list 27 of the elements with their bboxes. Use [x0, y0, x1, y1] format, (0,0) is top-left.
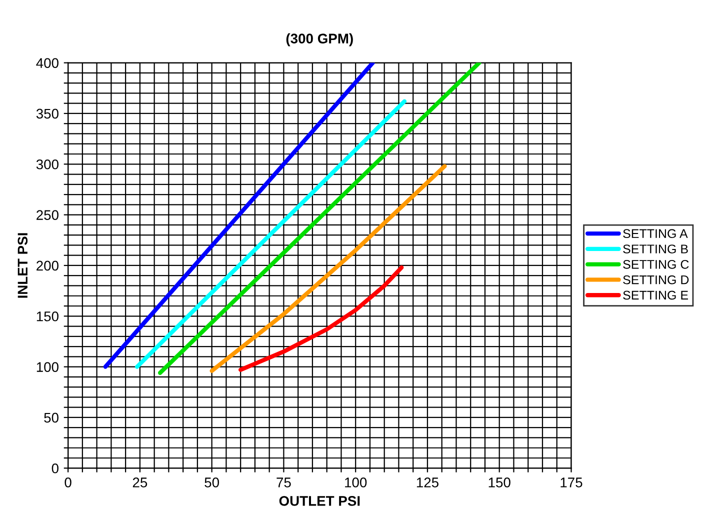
- y-tick-label: 250: [36, 210, 58, 220]
- y-tick-label: 100: [36, 362, 58, 372]
- x-tick-label: 50: [204, 478, 220, 488]
- x-tick-label: 175: [560, 478, 582, 488]
- x-tick-label: 25: [132, 478, 148, 488]
- x-tick-label: 150: [488, 478, 510, 488]
- legend-label: SETTING B: [623, 244, 688, 254]
- y-tick-label: 0: [52, 463, 58, 474]
- line-series: [210, 164, 447, 373]
- y-tick-label: 350: [36, 108, 58, 119]
- y-tick-label: 50: [44, 412, 58, 423]
- line-series: [238, 265, 404, 372]
- x-axis-title: OUTLET PSI: [279, 496, 360, 506]
- legend-label: SETTING A: [623, 229, 688, 238]
- legend-label: SETTING C: [623, 260, 689, 269]
- x-tick-label: 125: [416, 478, 438, 488]
- legend-label: SETTING D: [623, 275, 689, 284]
- x-tick-label: 100: [345, 478, 367, 488]
- y-tick-label: 400: [36, 58, 58, 68]
- chart-title: (300 GPM): [286, 33, 353, 46]
- y-tick-label: 300: [36, 159, 58, 170]
- y-tick-label: 150: [36, 311, 58, 322]
- legend-label: SETTING E: [623, 290, 688, 300]
- x-tick-label: 75: [276, 478, 291, 488]
- y-axis-title: INLET PSI: [18, 233, 28, 298]
- x-tick-label: 0: [64, 478, 72, 488]
- y-tick-label: 200: [36, 260, 58, 271]
